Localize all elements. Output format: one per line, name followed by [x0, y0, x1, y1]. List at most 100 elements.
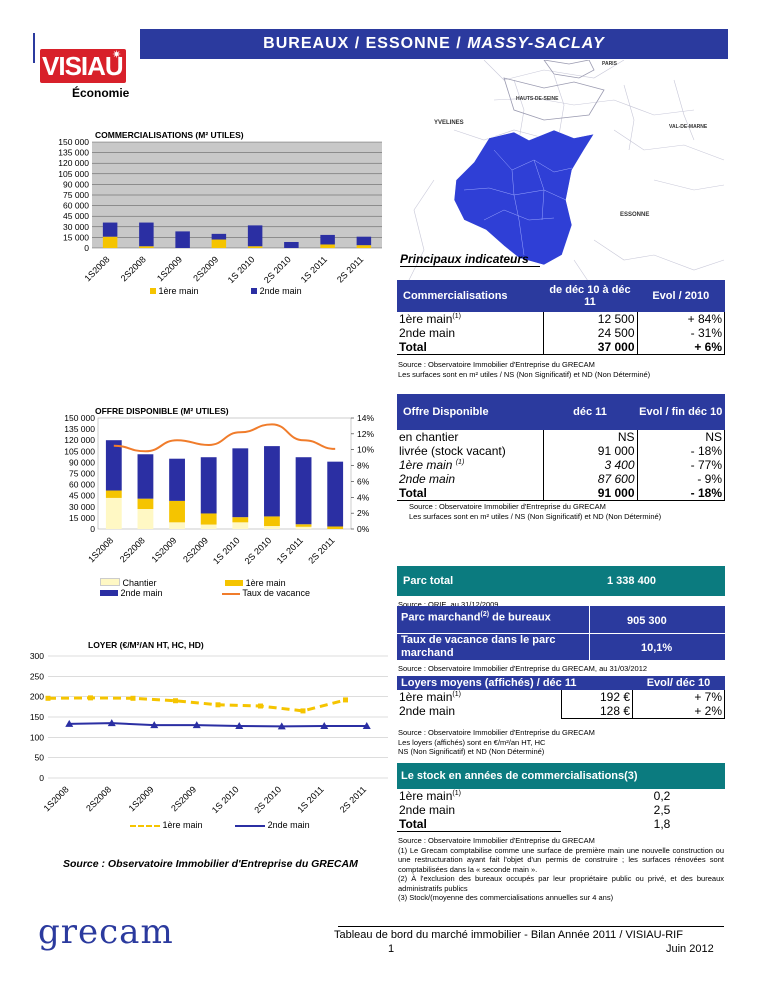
- comm-bar: [320, 234, 335, 245]
- comm-row-value: 37 000: [542, 340, 638, 355]
- parc-total-box: Parc total 1 338 400: [397, 566, 725, 596]
- comm-legend-swatch-1ere: [150, 288, 156, 294]
- offre-plot-area: [97, 417, 352, 530]
- offre-y-tick: 105 000: [64, 446, 95, 456]
- footer-date: Juin 2012: [666, 943, 714, 955]
- offre-bar: [232, 522, 249, 529]
- offre-y-tick: 120 000: [64, 435, 95, 445]
- loyer-point: [173, 698, 178, 704]
- loyer-row-label: 2nde main: [399, 704, 456, 719]
- parc-marchand-value: 905 300: [627, 615, 667, 627]
- loyer-point: [235, 721, 244, 729]
- offre-bar: [295, 526, 312, 529]
- comm-row-label: 1ère main(1): [399, 312, 461, 326]
- stock-row-label: 1ère main(1): [399, 789, 461, 803]
- comm-row-evol: + 6%: [636, 340, 725, 355]
- offre-bar: [105, 497, 122, 529]
- comm-y-tick: 45 000: [63, 211, 89, 221]
- stock-title: Le stock en années de commercialisations…: [401, 770, 638, 782]
- vacance-value: 10,1%: [641, 642, 673, 654]
- parc-marchand-box: Parc marchand(2) de bureaux 905 300 Taux…: [397, 606, 725, 660]
- comm-bar: [102, 236, 118, 248]
- footer-title: Tableau de bord du marché immobilier - B…: [334, 929, 683, 941]
- comm-y-tick: 75 000: [63, 190, 89, 200]
- loyer-point: [150, 721, 159, 729]
- indicators-rule: [400, 266, 540, 267]
- comm-row-value: 24 500: [542, 326, 637, 340]
- offre-bar: [105, 440, 122, 491]
- offre-table-h3: Evol / fin déc 10: [639, 406, 723, 418]
- indicators-title: Principaux indicateurs: [400, 252, 529, 266]
- comm-table: Commercialisations de déc 10 à déc 11 Ev…: [397, 280, 725, 355]
- offre-bar: [232, 448, 249, 518]
- loyer-x-tick: 1S2008: [42, 784, 71, 813]
- comm-y-tick: 0: [84, 243, 89, 253]
- offre-y2-tick: 6%: [357, 476, 370, 486]
- offre-row-value: 91 000: [542, 486, 638, 501]
- offre-y2-tick: 4%: [357, 492, 370, 502]
- loyer-point: [215, 702, 221, 708]
- loyer-x-tick: 2S 2011: [338, 784, 368, 814]
- loyer-point: [192, 721, 201, 729]
- offre-table: Offre Disponible déc 11 Evol / fin déc 1…: [397, 394, 725, 501]
- comm-x-tick: 2S2008: [119, 254, 148, 283]
- comm-row-evol: + 84%: [636, 312, 725, 326]
- comm-bar: [211, 233, 227, 240]
- loyer-x-tick: 2S2008: [84, 784, 113, 813]
- offre-bar: [137, 454, 154, 499]
- vacance-label: Taux de vacance dans le parc marchand: [401, 634, 556, 659]
- comm-table-h1: Commercialisations: [403, 290, 508, 302]
- offre-legend-1ere: 1ère main: [245, 578, 286, 588]
- comm-y-tick: 105 000: [58, 169, 89, 179]
- loyer-x-tick: 1S 2010: [210, 784, 241, 815]
- comm-row-value: 12 500: [542, 312, 637, 326]
- offre-bar: [200, 457, 217, 514]
- offre-y-tick: 90 000: [69, 457, 95, 467]
- loyer-row-evol: + 2%: [632, 704, 725, 719]
- loyer-legend-2nde: 2nde main: [267, 820, 310, 830]
- offre-y2-tick: 0%: [357, 524, 370, 534]
- offre-row-evol: NS: [636, 430, 725, 444]
- offre-y-tick: 135 000: [64, 424, 95, 434]
- offre-x-tick: 2S2009: [181, 535, 210, 564]
- offre-row-label: 2nde main: [399, 472, 456, 486]
- comm-bar: [320, 244, 335, 248]
- offre-legend-2nde: 2nde main: [120, 588, 163, 598]
- comm-legend-2nde: 2nde main: [259, 286, 302, 296]
- loyer-row-evol: + 7%: [632, 690, 725, 704]
- comm-x-tick: 1S 2011: [299, 254, 329, 284]
- loyer-chart-title: LOYER (€/M²/AN HT, HC, HD): [88, 640, 204, 650]
- loyer-legend: 1ère main 2nde main: [130, 820, 310, 830]
- comm-chart-title: COMMERCIALISATIONS (M² UTILES): [95, 130, 244, 140]
- offre-table-h2: déc 11: [573, 406, 607, 418]
- comm-bar: [284, 241, 299, 248]
- offre-bar: [169, 522, 185, 529]
- offre-bar: [169, 500, 185, 523]
- offre-y-tick: 0: [90, 524, 95, 534]
- offre-bar: [264, 526, 280, 529]
- offre-x-tick: 2S 2011: [306, 535, 336, 565]
- offre-y2-tick: 12%: [357, 429, 374, 439]
- loyer-table-h3: Evol/ déc 10: [646, 677, 711, 689]
- offre-row-value: 87 600: [542, 472, 637, 486]
- comm-bar: [211, 239, 227, 248]
- loyer-x-tick: 1S 2011: [295, 784, 325, 814]
- comm-table-h3: Evol / 2010: [652, 290, 710, 302]
- logo-star-icon: ✷: [112, 49, 122, 61]
- offre-row-value: 3 400: [542, 458, 637, 472]
- map-label-essonne: ESSONNE: [620, 212, 649, 218]
- offre-bar: [295, 457, 312, 525]
- loyer-legend-swatch-1ere: [130, 824, 160, 827]
- loyer-point: [107, 719, 116, 727]
- loyer-table-h1: Loyers moyens (affichés) / déc 11: [401, 677, 577, 689]
- loyer-source: Source : Observatoire Immobilier d'Entre…: [398, 728, 595, 756]
- comm-row-label: Total: [397, 340, 543, 355]
- offre-bar: [169, 458, 185, 501]
- offre-vacancy-line: [113, 423, 336, 453]
- comm-bar: [356, 245, 372, 248]
- comm-bar: [175, 231, 190, 248]
- comm-x-tick: 2S 2011: [335, 254, 365, 284]
- offre-x-tick: 1S2008: [86, 535, 115, 564]
- comm-bar: [139, 222, 154, 247]
